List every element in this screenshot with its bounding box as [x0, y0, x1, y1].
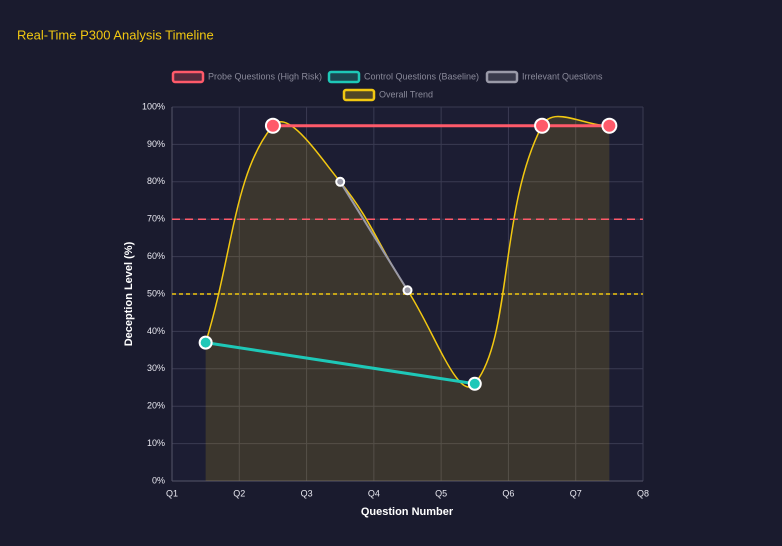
- x-tick-label: Q1: [166, 488, 178, 498]
- data-point: [467, 376, 482, 391]
- y-tick-label: 80%: [147, 176, 165, 186]
- series-line: [205, 341, 476, 386]
- trend-area: [205, 116, 610, 481]
- y-tick-label: 90%: [147, 139, 165, 149]
- legend-swatch: [342, 88, 376, 102]
- legend-swatch: [327, 70, 361, 84]
- y-tick-label: 30%: [147, 363, 165, 373]
- y-tick-label: 0%: [152, 475, 165, 485]
- chart-title: Real-Time P300 Analysis Timeline: [17, 27, 214, 42]
- x-tick-label: Q5: [435, 488, 447, 498]
- y-tick-label: 10%: [147, 438, 165, 448]
- x-axis-title: Question Number: [361, 506, 454, 518]
- y-tick-label: 60%: [147, 251, 165, 261]
- y-tick-label: 100%: [142, 101, 165, 111]
- legend-label: Irrelevant Questions: [522, 71, 603, 81]
- data-point: [335, 176, 346, 187]
- y-tick-label: 20%: [147, 401, 165, 411]
- legend-swatch: [485, 70, 519, 84]
- data-point: [601, 117, 618, 134]
- legend-label: Probe Questions (High Risk): [208, 71, 322, 81]
- series-line: [339, 181, 409, 291]
- legend-label: Control Questions (Baseline): [364, 71, 479, 81]
- y-tick-label: 50%: [147, 288, 165, 298]
- data-point: [198, 335, 213, 350]
- data-point: [264, 117, 281, 134]
- x-tick-label: Q7: [570, 488, 582, 498]
- legend-label: Overall Trend: [379, 89, 433, 99]
- x-tick-label: Q3: [301, 488, 313, 498]
- y-tick-label: 70%: [147, 214, 165, 224]
- y-axis-title: Deception Level (%): [123, 241, 135, 346]
- x-tick-label: Q8: [637, 488, 649, 498]
- x-tick-label: Q6: [502, 488, 514, 498]
- y-tick-label: 40%: [147, 326, 165, 336]
- legend-swatch: [171, 70, 205, 84]
- x-tick-label: Q2: [233, 488, 245, 498]
- x-tick-label: Q4: [368, 488, 380, 498]
- data-point: [402, 285, 413, 296]
- data-point: [534, 117, 551, 134]
